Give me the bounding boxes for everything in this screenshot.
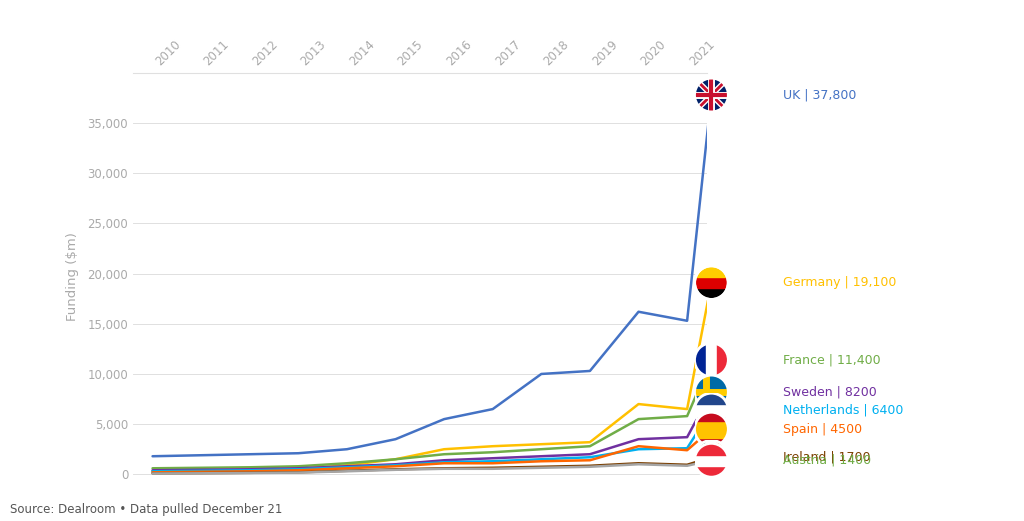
- Text: Austria | 1400: Austria | 1400: [783, 454, 871, 467]
- Text: France | 11,400: France | 11,400: [783, 353, 881, 366]
- Text: Germany | 19,100: Germany | 19,100: [783, 276, 897, 289]
- Circle shape: [694, 375, 728, 409]
- Bar: [694, 343, 706, 377]
- Bar: [694, 266, 728, 277]
- Text: Source: Dealroom • Data pulled December 21: Source: Dealroom • Data pulled December …: [10, 503, 283, 516]
- Text: Sweden | 8200: Sweden | 8200: [783, 386, 878, 399]
- Bar: [717, 440, 728, 474]
- Text: Netherlands | 6400: Netherlands | 6400: [783, 404, 904, 417]
- Y-axis label: Funding ($m): Funding ($m): [67, 232, 79, 320]
- Text: Ireland | 1700: Ireland | 1700: [783, 451, 870, 464]
- Bar: [694, 416, 728, 427]
- Bar: [706, 343, 717, 377]
- Bar: [694, 455, 728, 466]
- Bar: [694, 412, 728, 420]
- Bar: [694, 277, 728, 288]
- Bar: [694, 393, 728, 404]
- Bar: [694, 288, 728, 300]
- Text: Spain | 4500: Spain | 4500: [783, 423, 862, 436]
- Circle shape: [694, 78, 728, 112]
- Bar: [706, 440, 717, 474]
- Bar: [694, 404, 728, 416]
- Text: UK | 37,800: UK | 37,800: [783, 89, 857, 102]
- Bar: [694, 466, 728, 477]
- Bar: [717, 343, 728, 377]
- Bar: [694, 443, 728, 455]
- Bar: [694, 438, 728, 446]
- Bar: [694, 420, 728, 438]
- Bar: [694, 440, 706, 474]
